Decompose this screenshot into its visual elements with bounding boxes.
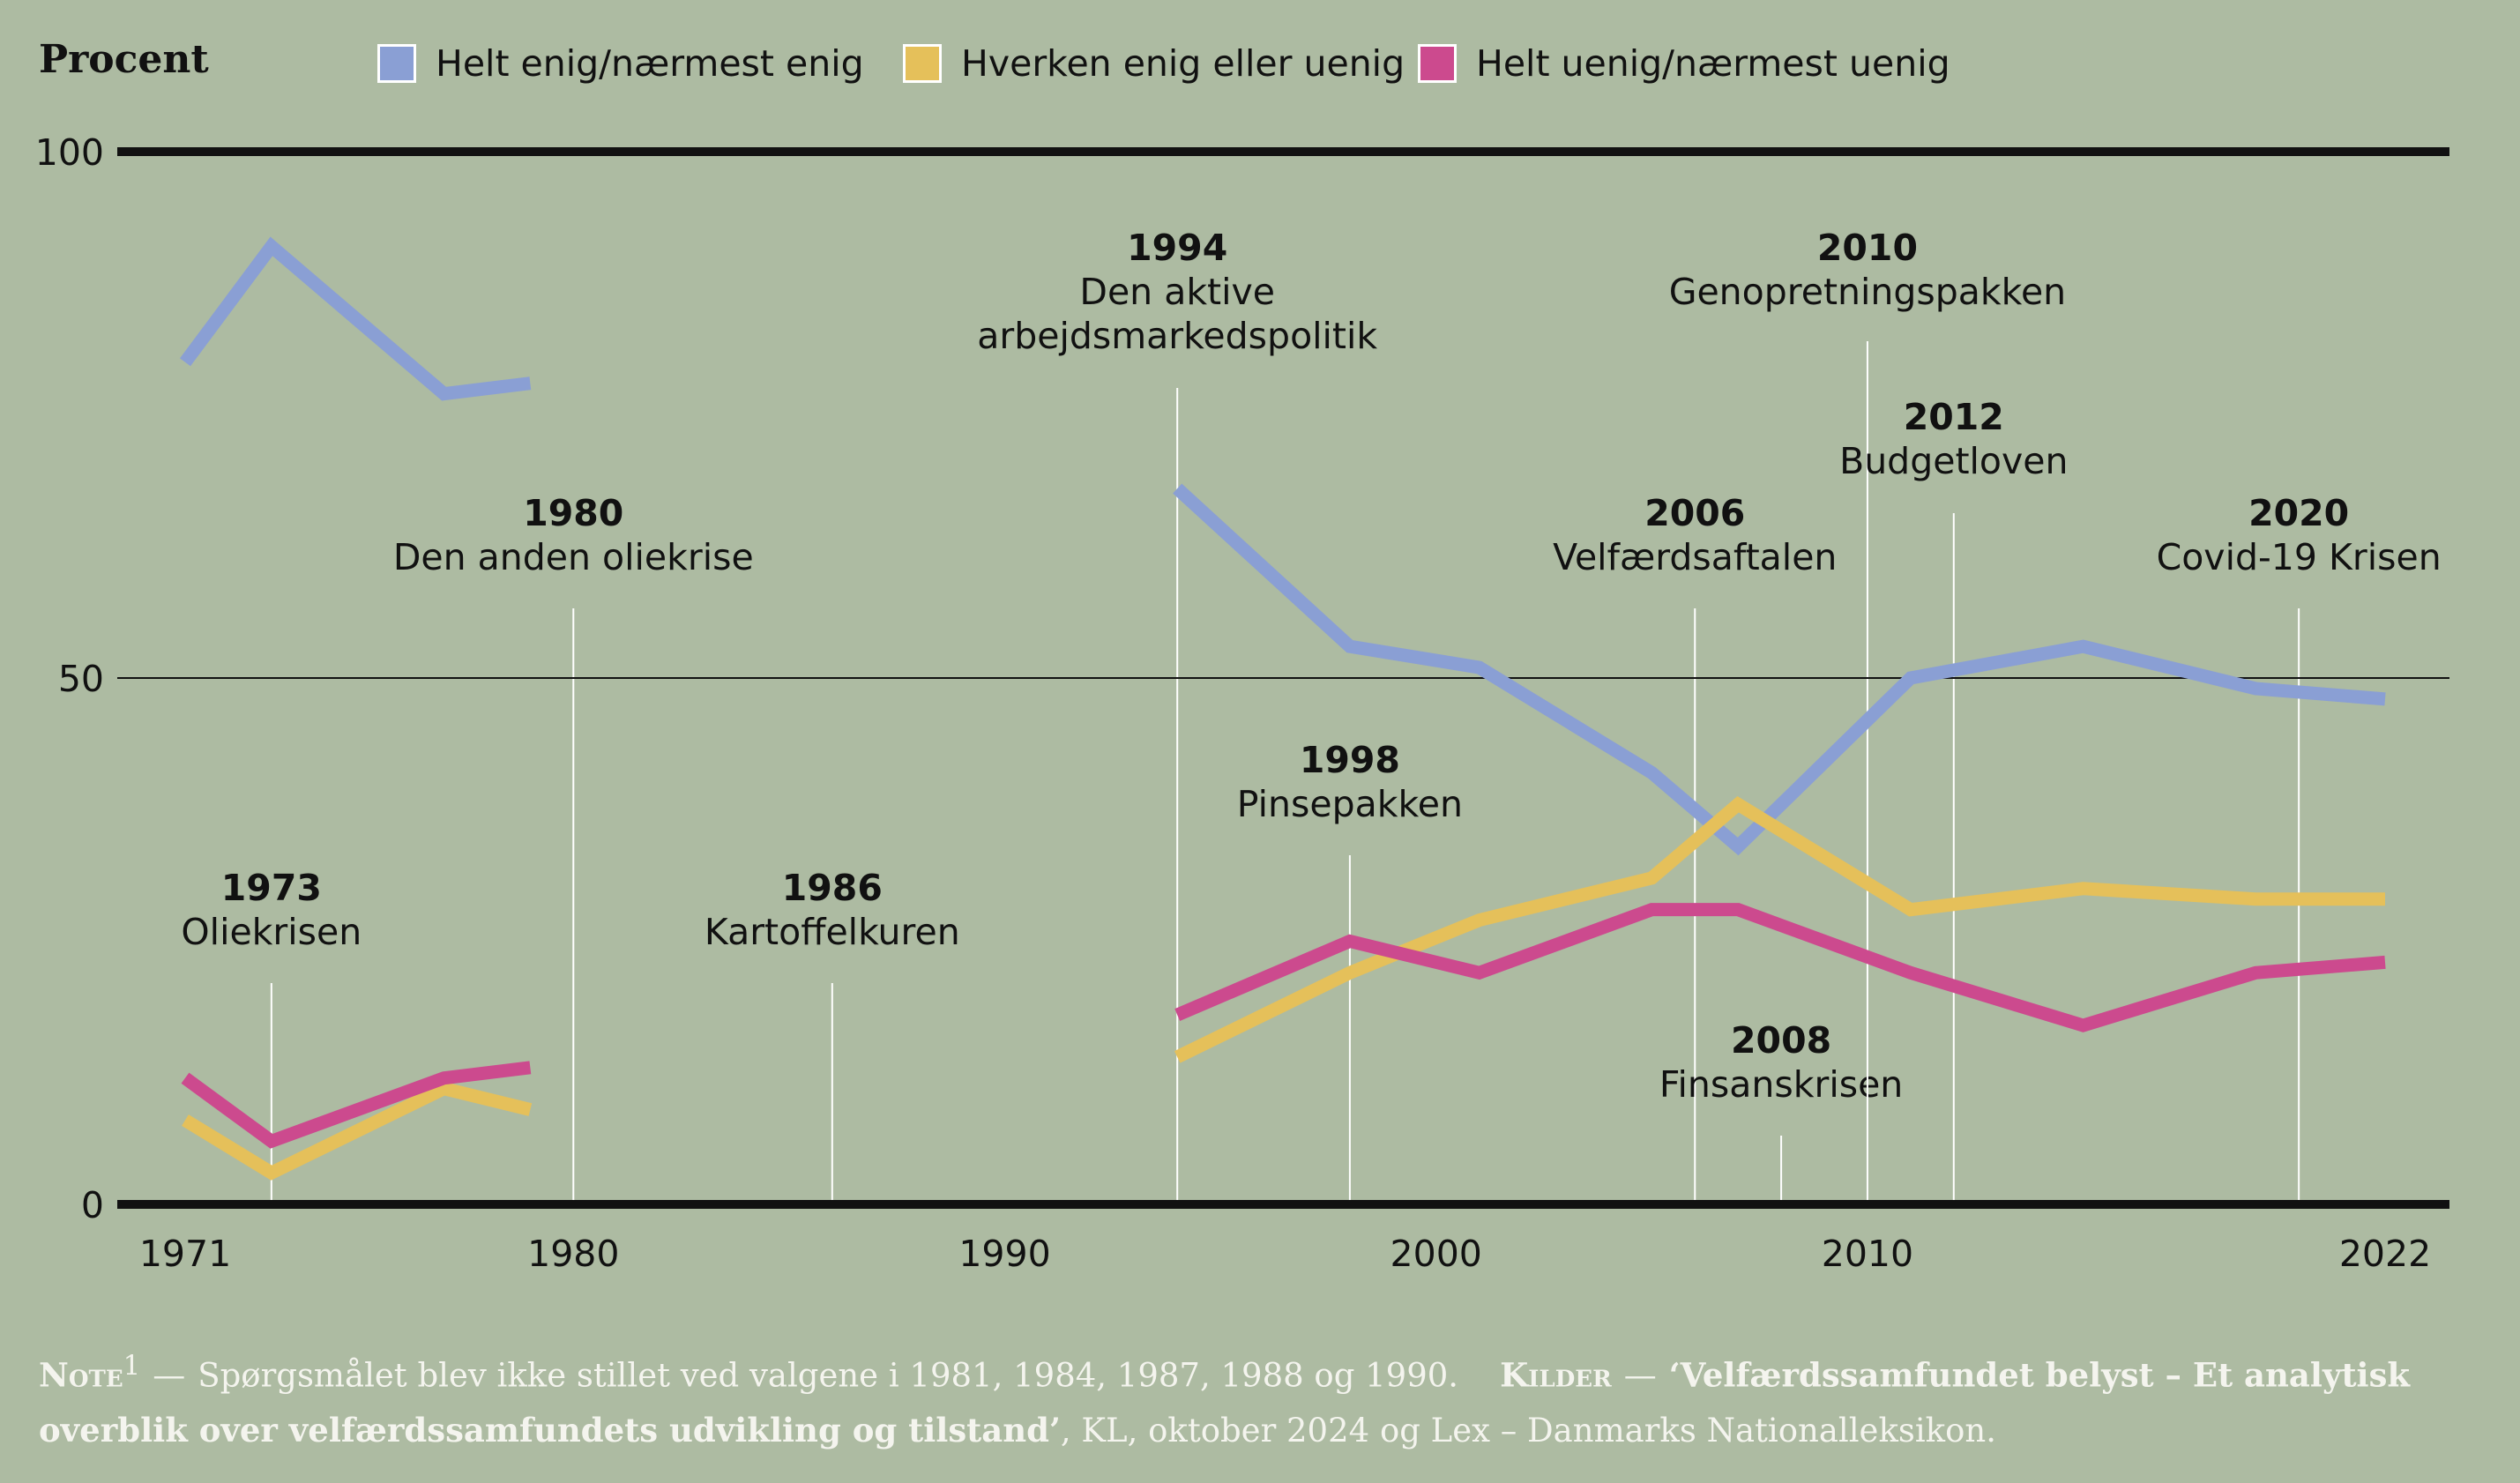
legend-item-agree: Helt enig/nærmest enig (377, 42, 864, 85)
series-2-segment-1 (182, 1081, 533, 1181)
x-tick-2022: 2022 (2339, 1233, 2431, 1275)
sources-dash: — (1623, 1356, 1657, 1395)
event-label-2008-1: Finsanskrisen (1659, 1063, 1903, 1106)
series-3-segment-2 (1174, 903, 2386, 1032)
sources-rest: , KL, oktober 2024 og Lex – Danmarks Nat… (1060, 1412, 1996, 1450)
event-label-1973-1: Oliekrisen (181, 911, 362, 953)
event-label-2012-1: Budgetloven (1839, 440, 2068, 482)
event-label-2006-1: Velfærdsaftalen (1553, 536, 1837, 578)
event-label-2010-1: Genopretningspakken (1669, 271, 2066, 313)
event-year-2020: 2020 (2248, 492, 2349, 534)
event-label-1986-1: Kartoffelkuren (705, 911, 960, 953)
note-superscript: 1 (123, 1350, 141, 1382)
note-dash: — (153, 1356, 186, 1395)
event-year-2012: 2012 (1904, 396, 2004, 438)
event-label-1994-2: arbejdsmarkedspolitik (977, 315, 1377, 357)
series-3-segment-1 (181, 1061, 532, 1149)
series-1-segment-2 (1173, 483, 2386, 856)
series-1-segment-1 (179, 236, 532, 401)
event-year-2006: 2006 (1644, 492, 1745, 534)
y-axis-title: Procent (39, 37, 209, 82)
legend-item-disagree: Helt uenig/nærmest uenig (1418, 42, 1950, 85)
event-year-1998: 1998 (1300, 739, 1400, 781)
legend-swatch-neutral (903, 44, 942, 83)
x-tick-2000: 2000 (1390, 1233, 1482, 1275)
legend-item-neutral: Hverken enig eller uenig (903, 42, 1405, 85)
y-tick-50: 50 (58, 658, 104, 700)
event-year-1994: 1994 (1127, 227, 1227, 269)
legend-swatch-disagree (1418, 44, 1457, 83)
legend-swatch-agree (377, 44, 416, 83)
event-year-1973: 1973 (221, 867, 322, 909)
event-year-1986: 1986 (782, 867, 883, 909)
sources-title: ‘Velfærdssamfundet belyst – Et analytisk… (39, 1355, 2411, 1450)
event-label-1980-1: Den anden oliekrise (393, 536, 754, 578)
legend-label-disagree: Helt uenig/nærmest uenig (1476, 42, 1950, 85)
event-year-2010: 2010 (1817, 227, 1918, 269)
event-label-2020-1: Covid-19 Krisen (2157, 536, 2442, 578)
x-tick-1980: 1980 (527, 1233, 619, 1275)
footer-note: Note1 — Spørgsmålet blev ikke stillet ved … (39, 1338, 2472, 1458)
x-tick-1971: 1971 (139, 1233, 231, 1275)
legend-label-agree: Helt enig/nærmest enig (436, 42, 864, 85)
x-tick-1990: 1990 (958, 1233, 1050, 1275)
event-label-1994-1: Den aktive (1079, 271, 1275, 313)
sources-label: Kilder (1500, 1355, 1612, 1395)
x-tick-2010: 2010 (1822, 1233, 1913, 1275)
event-year-2008: 2008 (1731, 1019, 1831, 1062)
y-tick-0: 0 (81, 1184, 104, 1226)
event-year-1980: 1980 (523, 492, 623, 534)
legend-label-neutral: Hverken enig eller uenig (961, 42, 1405, 85)
y-tick-100: 100 (35, 131, 104, 174)
event-label-1998-1: Pinsepakken (1237, 783, 1463, 825)
note-text: Spørgsmålet blev ikke stillet ved valgen… (198, 1356, 1459, 1395)
note-label: Note (39, 1355, 123, 1395)
